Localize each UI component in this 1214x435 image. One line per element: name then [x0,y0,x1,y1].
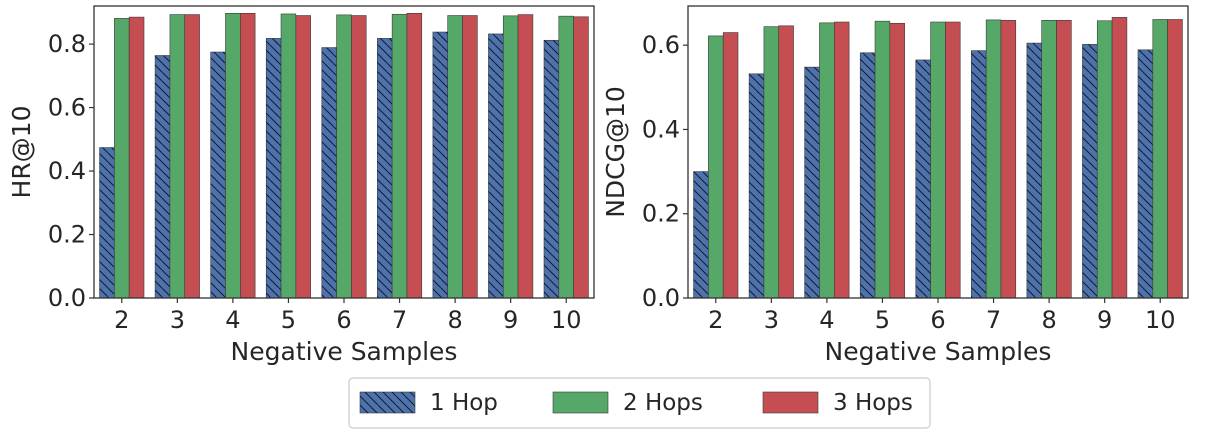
bar-hatch [377,38,393,299]
x-tick-label: 9 [503,306,518,334]
bar-2-hops-8 [447,15,463,299]
bar-3-hops-9 [1111,17,1128,299]
bar-2-hops-6 [336,14,352,299]
bar-3-hops-3 [184,14,200,299]
y-axis-label: HR@10 [7,106,36,199]
bar-hatch [804,67,820,298]
bar-2-hops-7 [391,13,408,299]
bar-hatch [749,73,764,299]
bar-hatch [266,38,282,299]
bar-2-hops-10 [558,15,574,299]
y-axis-label: NDCG@10 [601,86,630,218]
bar-hatch [321,47,337,298]
bar-3-hops-2 [722,32,739,299]
y-tick-label: 0.2 [48,221,86,249]
bar-3-hops-8 [462,15,478,299]
x-tick-label: 4 [225,306,240,334]
x-axis-label: Negative Samples [231,337,458,366]
bar-2-hops-5 [874,20,891,299]
bar-3-hops-4 [833,21,850,299]
bar-hatch [1082,44,1098,299]
bar-2-hops-6 [930,21,946,299]
x-tick-label: 6 [336,306,351,334]
x-tick-label: 6 [930,306,945,334]
x-tick-label: 10 [551,306,582,334]
bar-3-hops-7 [406,13,423,299]
bar-3-hops-6 [945,21,961,299]
x-tick-label: 3 [764,306,779,334]
bar-hatch [488,33,504,299]
x-tick-label: 2 [114,306,129,334]
bar-2-hops-10 [1152,19,1168,299]
bar-hatch [1026,43,1042,299]
bar-hatch [693,171,709,298]
bar-2-hops-8 [1041,20,1057,299]
bar-2-hops-9 [502,15,519,299]
x-tick-label: 4 [819,306,834,334]
y-tick-label: 0.8 [48,30,86,58]
bar-hatch [971,50,987,298]
bar-hatch [155,55,170,298]
x-tick-label: 5 [281,306,296,334]
y-tick-label: 0.0 [48,284,86,312]
x-tick-label: 7 [392,306,407,334]
bar-hatch [99,147,115,298]
bar-2-hops-4 [819,22,835,299]
legend-box [348,377,931,429]
legend-swatch-3-hops [762,391,819,414]
legend-label: 2 Hops [623,390,703,416]
bar-hatch [544,40,559,298]
bar-3-hops-5 [889,22,905,299]
legend: 1 Hop 2 Hops 3 Hops [348,377,931,429]
x-tick-label: 5 [875,306,890,334]
y-tick-label: 0.6 [48,94,86,122]
y-tick-label: 0.2 [642,200,680,228]
bar-2-hops-2 [114,18,130,299]
x-tick-label: 9 [1097,306,1112,334]
bar-2-hops-9 [1096,20,1113,299]
bar-3-hops-7 [1000,20,1017,299]
x-tick-label: 7 [986,306,1001,334]
bar-hatch [210,52,226,298]
bar-2-hops-3 [169,14,186,299]
bar-2-hops-4 [225,13,241,299]
y-tick-label: 0.6 [642,31,680,59]
legend-swatch-hatch [360,392,415,413]
legend-label: 1 Hop [430,390,498,416]
bar-3-hops-5 [295,15,311,299]
bar-2-hops-2 [708,35,724,299]
bar-hatch [432,32,448,298]
bar-2-hops-5 [280,13,297,299]
x-axis-label: Negative Samples [825,337,1052,366]
bar-3-hops-3 [778,25,794,299]
bar-3-hops-8 [1056,20,1072,299]
x-tick-label: 2 [708,306,723,334]
bar-3-hops-6 [351,15,367,299]
y-tick-label: 0.0 [642,284,680,312]
bar-3-hops-4 [239,13,256,299]
y-tick-label: 0.4 [48,157,86,185]
hr-chart: 0.0 0.2 0.4 0.6 0.8 2 3 4 5 6 7 8 9 10 Negative Sample… [7,5,595,366]
bar-3-hops-10 [573,16,589,299]
x-tick-label: 3 [170,306,185,334]
bar-hatch [915,59,931,298]
bar-hatch [860,52,876,298]
legend-label: 3 Hops [833,390,913,416]
legend-swatch-2-hops [552,391,609,414]
x-tick-label: 8 [447,306,462,334]
bar-hatch [1138,49,1153,298]
bar-3-hops-2 [128,16,145,299]
bar-2-hops-3 [763,26,780,299]
y-tick-label: 0.4 [642,115,680,143]
x-tick-label: 10 [1145,306,1176,334]
ndcg-chart: 0.0 0.2 0.4 0.6 2 3 4 5 6 7 8 9 10 Negative Samples ND… [601,5,1189,366]
bar-2-hops-7 [985,19,1002,299]
x-tick-label: 8 [1041,306,1056,334]
bar-3-hops-9 [517,14,534,299]
bar-3-hops-10 [1167,19,1183,299]
